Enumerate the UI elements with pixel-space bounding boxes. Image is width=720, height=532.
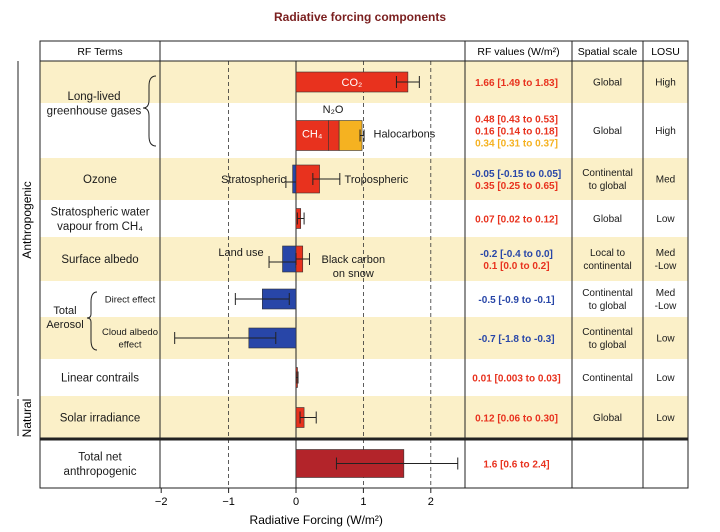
row-band (40, 237, 688, 281)
rf-value: 0.12 [0.06 to 0.30] (475, 414, 558, 425)
bar-halocarbons (338, 120, 363, 151)
rf-value: 1.66 [1.49 to 1.83] (475, 78, 558, 89)
row-band (40, 396, 688, 439)
spatial-scale-value: to global (589, 181, 627, 192)
bar-annotation: Tropospheric (345, 174, 409, 186)
rf-value: -0.2 [-0.4 to 0.0] (480, 249, 553, 260)
rf-term-label: Linear contrails (61, 373, 139, 385)
table-frame (17, 40, 689, 493)
spatial-scale-value: Continental (582, 327, 633, 338)
ghg-brace (142, 75, 157, 147)
losu-value: -Low (655, 301, 677, 312)
table-text: −2 −1 0 1 2 Radiative Forcing (W/m²) RF Terms R… (20, 46, 680, 527)
rf-term-label: Stratospheric water (50, 206, 149, 218)
rf-value: -0.05 [-0.15 to 0.05] (472, 169, 561, 180)
x-tick-label: −2 (155, 496, 168, 508)
bar-annotation: N₂O (323, 104, 344, 116)
aerosol-total-label: Total (53, 305, 76, 317)
rf-value: 1.6 [0.6 to 2.4] (483, 460, 549, 471)
losu-value: High (655, 78, 676, 89)
natural-label: Natural (20, 399, 34, 438)
losu-value: Low (656, 334, 675, 345)
losu-value: Med (656, 248, 675, 259)
spatial-scale-value: to global (589, 301, 627, 312)
bar-land-use (282, 245, 297, 273)
x-axis-label: Radiative Forcing (W/m²) (250, 513, 383, 527)
row-band (40, 158, 688, 200)
aerosol-total-label: Aerosol (46, 319, 83, 331)
bar-annotation: Halocarbons (374, 129, 436, 141)
aerosol-brace (86, 291, 98, 351)
aerosol-cloud-label: effect (118, 340, 141, 351)
spatial-scale-value: Global (593, 214, 622, 225)
rf-term-label: Long-lived (67, 91, 120, 103)
losu-value: Med (656, 288, 675, 299)
column-header: Spatial scale (578, 46, 638, 58)
x-tick-label: −1 (222, 496, 235, 508)
spatial-scale-value: continental (583, 261, 631, 272)
rf-term-label: Surface albedo (61, 254, 138, 266)
bar-ch- (295, 120, 329, 151)
losu-value: Low (656, 413, 675, 424)
rf-value: 0.1 [0.0 to 0.2] (483, 261, 549, 272)
bar-annotation: Stratospheric (221, 174, 286, 186)
row-band (40, 317, 688, 359)
table-border (39, 40, 689, 489)
rf-term-label: greenhouse gases (47, 105, 142, 117)
spatial-scale-value: Continental (582, 373, 633, 384)
spatial-scale-value: Global (593, 126, 622, 137)
rf-term-label: anthropogenic (64, 466, 137, 478)
spatial-scale-value: Continental (582, 288, 633, 299)
x-tick-label: 0 (293, 496, 299, 508)
rf-value: 0.16 [0.14 to 0.18] (475, 127, 558, 138)
spatial-scale-value: Continental (582, 168, 633, 179)
spatial-scale-value: Global (593, 413, 622, 424)
column-header: RF Terms (77, 46, 122, 58)
rf-value: 0.35 [0.25 to 0.65] (475, 181, 558, 192)
rf-value: 0.34 [0.31 to 0.37] (475, 139, 558, 150)
aerosol-cloud-label: Cloud albedo (102, 327, 158, 338)
rf-term-label: Total net (78, 451, 122, 463)
losu-value: Low (656, 373, 675, 384)
rf-term-label: vapour from CH₄ (57, 221, 143, 233)
losu-value: Med (656, 175, 675, 186)
rf-term-label: Ozone (83, 174, 117, 186)
rf-value: 0.07 [0.02 to 0.12] (475, 215, 558, 226)
bar-annotation: CO₂ (342, 77, 363, 89)
bar-annotation: on snow (333, 268, 374, 280)
spatial-scale-value: Global (593, 78, 622, 89)
rf-value: 0.01 [0.003 to 0.03] (472, 374, 560, 385)
losu-value: Low (656, 214, 675, 225)
x-tick-label: 1 (360, 496, 366, 508)
rf-term-label: Solar irradiance (60, 413, 141, 425)
bars (174, 71, 459, 478)
chart-title: Radiative forcing components (273, 10, 447, 24)
rf-value: -0.7 [-1.8 to -0.3] (478, 334, 554, 345)
bar-annotation: CH₄ (302, 129, 323, 141)
x-tick-label: 2 (428, 496, 434, 508)
rf-value: -0.5 [-0.9 to -0.1] (478, 295, 554, 306)
spatial-scale-value: to global (589, 340, 627, 351)
losu-value: High (655, 126, 676, 137)
aerosol-direct-label: Direct effect (105, 294, 156, 305)
spatial-scale-value: Local to (590, 248, 625, 259)
column-header: RF values (W/m²) (477, 46, 559, 58)
rf-value: 0.48 [0.43 to 0.53] (475, 115, 558, 126)
losu-value: -Low (655, 261, 677, 272)
anthropogenic-label: Anthropogenic (20, 181, 34, 258)
bar-annotation: Land use (218, 247, 263, 259)
bar-stratospheric-ozone (292, 164, 297, 194)
row-bands (40, 61, 688, 439)
bar-n-o (328, 120, 340, 151)
bar-annotation: Black carbon (321, 254, 385, 266)
column-header: LOSU (651, 46, 680, 58)
